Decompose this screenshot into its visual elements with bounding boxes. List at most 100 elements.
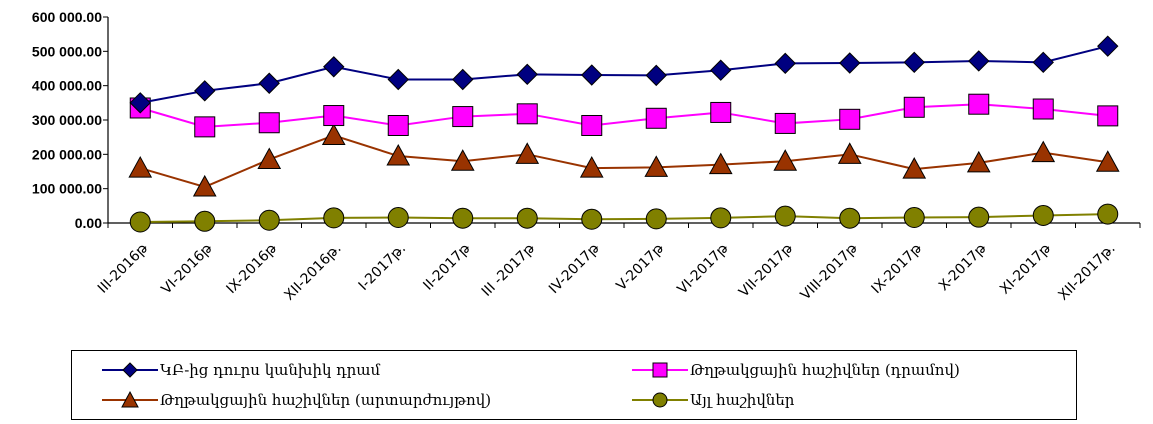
x-tick-label: XII-2017թ. [1055, 241, 1118, 304]
data-point-circle [452, 207, 474, 229]
data-point-triangle [192, 174, 217, 197]
data-point-square [194, 116, 216, 138]
data-point-diamond [903, 51, 925, 74]
data-point-triangle [450, 149, 475, 171]
data-point-square [516, 103, 538, 125]
data-point-triangle [257, 147, 282, 169]
data-point-circle [581, 208, 603, 230]
data-point-square [774, 112, 796, 134]
line-chart: 0.00 100 000.00 200 000.00 300 000.00 400 00… [32, 9, 1141, 304]
data-point-circle [516, 207, 538, 229]
x-tick-label: I-2017թ. [356, 241, 409, 294]
data-point-diamond [387, 68, 409, 91]
legend-label: Թղթակցային հաշիվներ (արտարժույթով) [160, 391, 492, 409]
data-point-diamond [581, 64, 603, 86]
data-point-diamond [516, 63, 538, 86]
x-tick-label: VII-2017թ [736, 240, 796, 300]
legend-item: ԿԲ-ից դուրս կանխիկ դրամ [102, 359, 380, 381]
legend-swatch [632, 392, 688, 408]
data-point-square [323, 105, 345, 127]
legend-swatch [102, 362, 158, 378]
data-point-square [387, 114, 409, 136]
data-point-circle [387, 207, 409, 229]
y-tick-label: 400 000.00 [32, 78, 102, 94]
series-line [139, 134, 1108, 189]
data-point-circle [774, 205, 796, 227]
y-tick-label: 300 000.00 [32, 112, 102, 128]
x-tick-label: IX-2017թ [868, 240, 925, 297]
data-point-circle [1097, 203, 1119, 225]
x-tick-label: IV-2017թ [546, 240, 603, 297]
data-point-circle [194, 210, 216, 232]
data-point-diamond [323, 56, 345, 78]
y-tick-label: 100 000.00 [32, 181, 102, 197]
legend-item: Թղթակցային հաշիվներ (արտարժույթով) [102, 389, 491, 411]
series-line [140, 45, 1108, 104]
x-tick-label: V-2017թ [613, 240, 667, 294]
data-point-triangle [708, 152, 733, 175]
data-point-square [258, 112, 280, 134]
data-point-square [1032, 98, 1054, 120]
x-tick-label: XI-2017թ [997, 240, 1055, 298]
data-point-square [710, 101, 732, 123]
data-point-triangle [386, 144, 411, 166]
series-line [139, 103, 1108, 128]
legend-label: Թղթակցային հաշիվներ (դրամով) [690, 361, 960, 379]
data-point-triangle [773, 149, 798, 171]
y-tick-label: 500 000.00 [32, 43, 102, 59]
data-point-square [1097, 105, 1119, 127]
data-point-diamond [1097, 35, 1119, 57]
data-point-square [645, 107, 667, 129]
data-point-diamond [968, 50, 990, 72]
data-point-square [452, 106, 474, 128]
data-point-diamond [452, 68, 474, 91]
data-point-circle [968, 206, 990, 228]
data-point-square [903, 96, 925, 118]
data-point-diamond [710, 59, 732, 81]
data-point-circle [1032, 204, 1054, 226]
x-tick-label: III-2016թ [95, 240, 152, 297]
legend-label: ԿԲ-ից դուրս կանխիկ դրամ [160, 361, 381, 379]
series-line [140, 213, 1108, 223]
data-point-triangle [128, 156, 153, 178]
data-point-circle [903, 207, 925, 229]
data-point-diamond [774, 52, 796, 75]
data-point-triangle [902, 157, 927, 179]
legend-swatch [102, 390, 158, 408]
x-tick-label: X-2017թ [936, 240, 990, 294]
data-point-square [839, 108, 861, 130]
data-point-diamond [645, 64, 667, 87]
data-point-circle [129, 211, 151, 233]
x-tick-label: VI-2017թ [674, 240, 732, 298]
x-tick-label: II-2017թ [420, 240, 474, 294]
y-tick-label: 600 000.00 [32, 9, 102, 25]
data-point-diamond [839, 52, 861, 74]
x-tick-label: VI-2016թ [158, 240, 216, 298]
data-point-circle [839, 207, 861, 229]
data-point-triangle [1031, 140, 1056, 163]
data-point-diamond [129, 92, 151, 114]
x-tick-label: III -2017թ [479, 240, 539, 300]
data-point-square [581, 114, 603, 136]
legend-item: Այլ հաշիվներ [632, 389, 794, 411]
data-point-circle [710, 207, 732, 229]
x-tick-label: XII-2016թ. [281, 241, 344, 304]
data-point-triangle [837, 142, 862, 164]
chart-legend: ԿԲ-ից դուրս կանխիկ դրամ Թղթակցային հաշիվն… [71, 350, 1077, 420]
legend-swatch [632, 362, 688, 378]
data-point-diamond [194, 80, 216, 102]
y-tick-label: 200 000.00 [32, 146, 102, 162]
data-point-square [968, 93, 990, 115]
data-point-triangle [321, 123, 346, 145]
data-point-triangle [515, 142, 540, 164]
data-point-diamond [1032, 51, 1054, 74]
data-point-triangle [1095, 150, 1120, 172]
legend-item: Թղթակցային հաշիվներ (դրամով) [632, 359, 960, 381]
x-tick-label: IX-2016թ [223, 240, 280, 297]
data-point-triangle [644, 155, 669, 177]
data-point-circle [258, 209, 280, 231]
legend-label: Այլ հաշիվներ [690, 391, 795, 409]
data-point-diamond [258, 72, 280, 94]
data-point-circle [645, 208, 667, 230]
data-point-triangle [966, 150, 991, 173]
